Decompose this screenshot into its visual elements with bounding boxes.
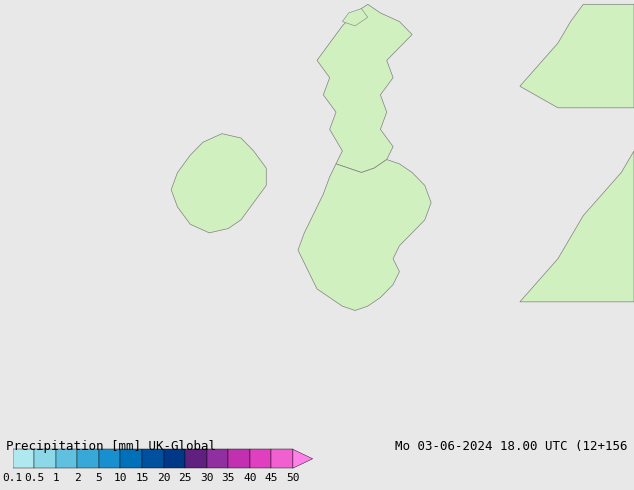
Text: 40: 40 [243,473,257,483]
Text: Precipitation [mm] UK-Global: Precipitation [mm] UK-Global [6,440,216,453]
Bar [185,449,207,468]
Bar [13,449,34,468]
Text: 5: 5 [96,473,102,483]
Text: 45: 45 [264,473,278,483]
Bar [142,449,164,468]
Text: 30: 30 [200,473,214,483]
Bar [56,449,77,468]
Text: 15: 15 [135,473,149,483]
Bar [271,449,293,468]
Bar [207,449,228,468]
Bar [34,449,56,468]
Polygon shape [298,160,431,311]
Text: 10: 10 [113,473,127,483]
Text: 0.1: 0.1 [3,473,23,483]
Text: 0.5: 0.5 [24,473,44,483]
Bar [77,449,99,468]
Text: 1: 1 [53,473,59,483]
Text: 35: 35 [221,473,235,483]
Polygon shape [520,151,634,302]
Polygon shape [520,4,634,108]
Text: 20: 20 [157,473,171,483]
Bar [120,449,142,468]
Bar [99,449,120,468]
Bar [164,449,185,468]
Polygon shape [342,9,368,26]
Text: 2: 2 [74,473,81,483]
Bar [228,449,250,468]
Polygon shape [293,449,313,468]
Polygon shape [171,134,266,233]
Text: Mo 03-06-2024 18.00 UTC (12+156: Mo 03-06-2024 18.00 UTC (12+156 [395,440,628,453]
Bar [250,449,271,468]
Polygon shape [317,4,412,172]
Text: 25: 25 [178,473,192,483]
Text: 50: 50 [286,473,300,483]
